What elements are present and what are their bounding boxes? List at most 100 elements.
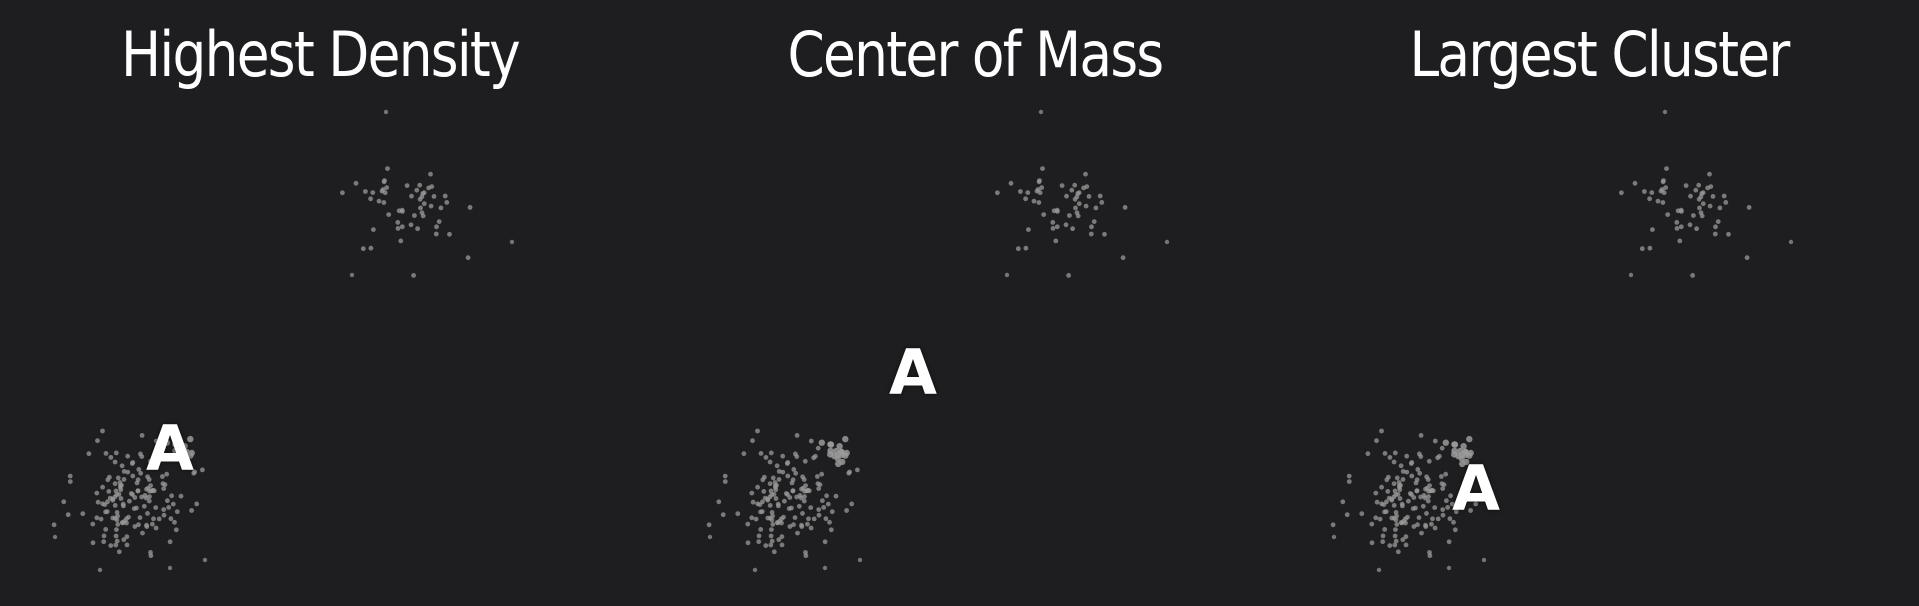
scatter-point [1453, 509, 1459, 515]
scatter-point [1403, 542, 1409, 548]
scatter-point [376, 198, 382, 204]
scatter-point [137, 515, 143, 520]
scatter-point [125, 453, 131, 459]
scatter-point [811, 455, 816, 461]
scatter-point [770, 475, 776, 481]
scatter-plot [706, 109, 1170, 573]
scatter-point [153, 438, 159, 444]
scatter-point [94, 490, 100, 496]
scatter-point [1717, 205, 1723, 211]
scatter-point [1004, 272, 1010, 278]
scatter-point [768, 488, 774, 494]
scatter-point [1026, 227, 1031, 233]
scatter-point [1479, 467, 1484, 473]
scatter-point [768, 450, 774, 456]
scatter-point [857, 557, 863, 563]
scatter-point [1411, 524, 1417, 529]
scatter-point [791, 467, 797, 472]
scatter-point [1379, 501, 1384, 507]
scatter-point [1674, 226, 1680, 231]
scatter-point [160, 474, 165, 479]
scatter-point [1446, 565, 1452, 571]
scatter-point [832, 447, 840, 455]
scatter-point [174, 509, 180, 515]
scatter-point [125, 469, 131, 475]
scatter-point [1340, 499, 1346, 505]
scatter-point [444, 200, 450, 205]
scatter-point [368, 245, 374, 251]
scatter-point [769, 527, 774, 532]
scatter-point [360, 246, 366, 252]
scatter-point [1677, 238, 1683, 244]
scatter-point [399, 224, 405, 230]
scatter-point [1432, 525, 1438, 531]
scatter-point [780, 453, 786, 459]
scatter-point [1395, 491, 1401, 497]
scatter-point [1662, 109, 1668, 115]
scatter-point [153, 525, 159, 531]
scatter-point [790, 477, 796, 483]
scatter-point [417, 182, 423, 188]
scatter-point [1405, 514, 1410, 520]
scatter-point [153, 505, 159, 510]
scatter-point [819, 471, 825, 477]
scatter-point [353, 180, 359, 186]
scatter-point [1421, 493, 1427, 498]
panel-center-of-mass: Center of Mass A [655, 0, 1295, 606]
scatter-point [773, 496, 779, 501]
scatter-point [1387, 455, 1393, 460]
panel-highest-density: Highest Density A [0, 0, 640, 606]
scatter-point [160, 445, 166, 451]
marker-label: A [1452, 452, 1500, 525]
scatter-point [786, 506, 792, 511]
scatter-point [415, 226, 420, 232]
scatter-point [1400, 537, 1406, 543]
scatter-point [774, 463, 780, 469]
scatter-point [1102, 231, 1107, 237]
scatter-point [1034, 188, 1040, 194]
scatter-point [1373, 515, 1379, 521]
scatter-point [395, 220, 401, 225]
scatter-point [1415, 467, 1421, 472]
scatter-point [169, 493, 175, 499]
scatter-point [811, 516, 817, 522]
scatter-point [780, 469, 786, 475]
scatter-point [412, 213, 417, 218]
scatter-point [1417, 451, 1422, 457]
scatter-point [1427, 553, 1433, 559]
scatter-point [164, 471, 170, 477]
scatter-point [100, 428, 105, 434]
scatter-point [95, 499, 101, 505]
panel-title: Highest Density [121, 18, 521, 91]
scatter-point [128, 491, 134, 496]
scatter-point [103, 451, 109, 456]
scatter-point [722, 479, 728, 484]
scatter-point [1054, 224, 1060, 230]
scatter-point [1404, 453, 1410, 459]
scatter-point [1698, 210, 1704, 216]
scatter-point [1416, 515, 1422, 520]
scatter-point [1392, 533, 1398, 539]
scatter-point [1447, 516, 1453, 522]
scatter-point [745, 540, 751, 546]
scatter-point [835, 460, 842, 468]
scatter-point [818, 439, 825, 446]
scatter-point [1445, 505, 1451, 510]
scatter-point [1382, 451, 1388, 456]
scatter-point [1074, 194, 1080, 200]
scatter-point [767, 503, 773, 508]
scatter-point [1330, 522, 1336, 528]
scatter-point [752, 567, 758, 573]
scatter-point [115, 475, 121, 481]
scatter-point [411, 273, 416, 278]
scatter-point [1382, 527, 1388, 532]
scatter-point [1435, 455, 1440, 461]
scatter-point [51, 522, 57, 528]
scatter-point [770, 522, 776, 527]
scatter-point [1414, 477, 1420, 483]
scatter-point [1377, 516, 1383, 522]
scatter-point [833, 493, 839, 499]
scatter-point [1658, 188, 1664, 194]
scatter-point [816, 512, 822, 518]
scatter-point [1393, 510, 1399, 515]
